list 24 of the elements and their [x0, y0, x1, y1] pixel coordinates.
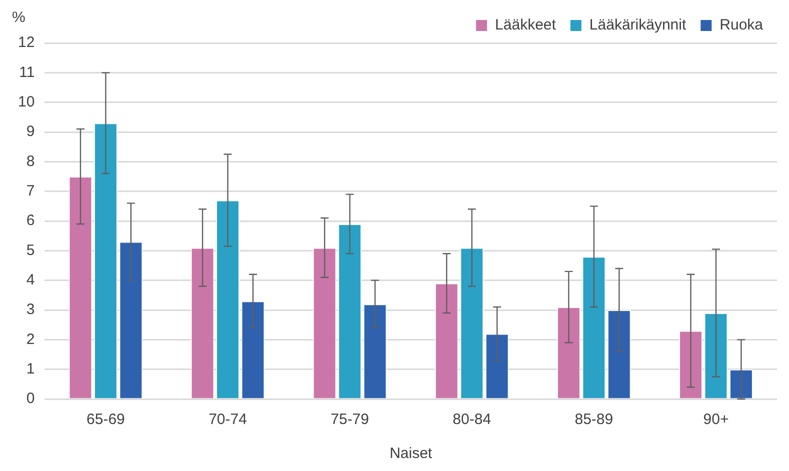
y-tick-label: 2	[26, 330, 35, 348]
y-tick-label: 7	[26, 182, 35, 200]
y-tick-label: 9	[26, 123, 35, 140]
x-tick-label: 75-79	[330, 411, 370, 428]
x-tick-label: 80-84	[452, 411, 492, 428]
y-tick-label: 1	[26, 360, 35, 378]
legend-label: Lääkkeet	[495, 16, 557, 34]
y-tick-label: 4	[26, 271, 35, 288]
x-tick-label: 65-69	[86, 411, 125, 428]
y-tick-label: 0	[26, 390, 35, 408]
legend-label: Lääkärikäynnit	[589, 16, 687, 34]
y-tick-label: 6	[26, 212, 35, 230]
y-tick-label: 8	[26, 152, 35, 170]
y-tick-label: 11	[19, 64, 35, 81]
y-axis-title: %	[12, 9, 26, 26]
y-tick-label: 10	[18, 93, 35, 110]
y-tick-label: 5	[26, 242, 35, 259]
x-tick-label: 90+	[703, 411, 729, 428]
y-tick-label: 3	[26, 301, 35, 318]
x-tick-label: 70-74	[208, 411, 247, 428]
legend-label: Ruoka	[720, 16, 764, 34]
x-axis-title: Naiset	[390, 445, 433, 462]
x-tick-label: 85-89	[574, 411, 614, 428]
y-tick-label: 12	[18, 34, 35, 52]
